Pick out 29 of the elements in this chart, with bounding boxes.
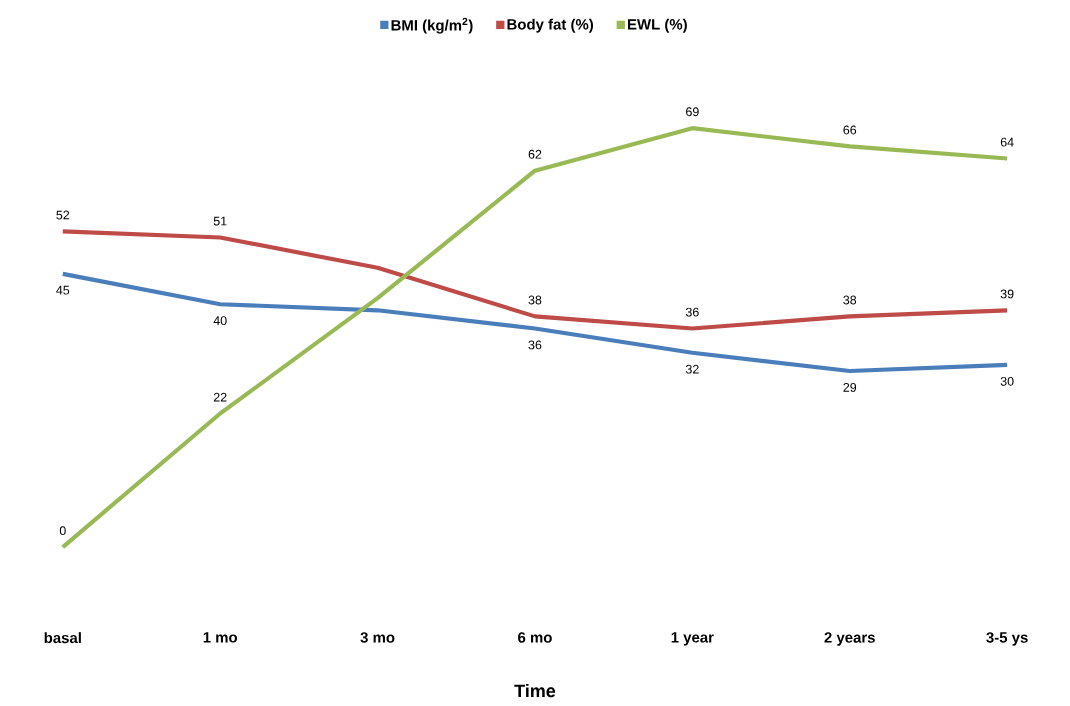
x-tick-label: 6 mo (518, 631, 552, 643)
data-label: 39 (1000, 289, 1014, 299)
data-label: 45 (56, 285, 70, 295)
data-label: 36 (528, 340, 542, 350)
x-tick-label: 1 mo (203, 631, 238, 643)
x-axis-title: Time (514, 683, 556, 697)
x-tick-label: 2 years (824, 631, 875, 646)
data-label: 40 (213, 316, 227, 325)
x-tick-label: 3-5 ys (986, 631, 1028, 646)
legend-label: BMI (kg/m$^{2}$) (391, 17, 473, 34)
data-label: 22 (213, 392, 227, 402)
data-label: 66 (843, 125, 857, 135)
x-tick-label: 3 mo (360, 631, 395, 643)
legend-label: Body fat (%) (507, 18, 594, 33)
data-label: 62 (528, 149, 542, 159)
data-label: 32 (685, 364, 699, 374)
data-label: 38 (528, 295, 542, 305)
data-label: 30 (1000, 376, 1014, 386)
data-label: 51 (213, 216, 227, 226)
data-label: 36 (685, 307, 699, 317)
data-label: 29 (843, 382, 857, 392)
data-label: 0 (59, 526, 66, 535)
x-tick-label: basal (44, 631, 81, 643)
data-label: 69 (686, 107, 699, 116)
legend-label: EWL (%) (627, 18, 687, 33)
x-tick-label: 1 year (671, 631, 714, 646)
data-label: 64 (1000, 137, 1014, 147)
data-label: 52 (56, 210, 70, 220)
data-label: 38 (843, 295, 857, 305)
